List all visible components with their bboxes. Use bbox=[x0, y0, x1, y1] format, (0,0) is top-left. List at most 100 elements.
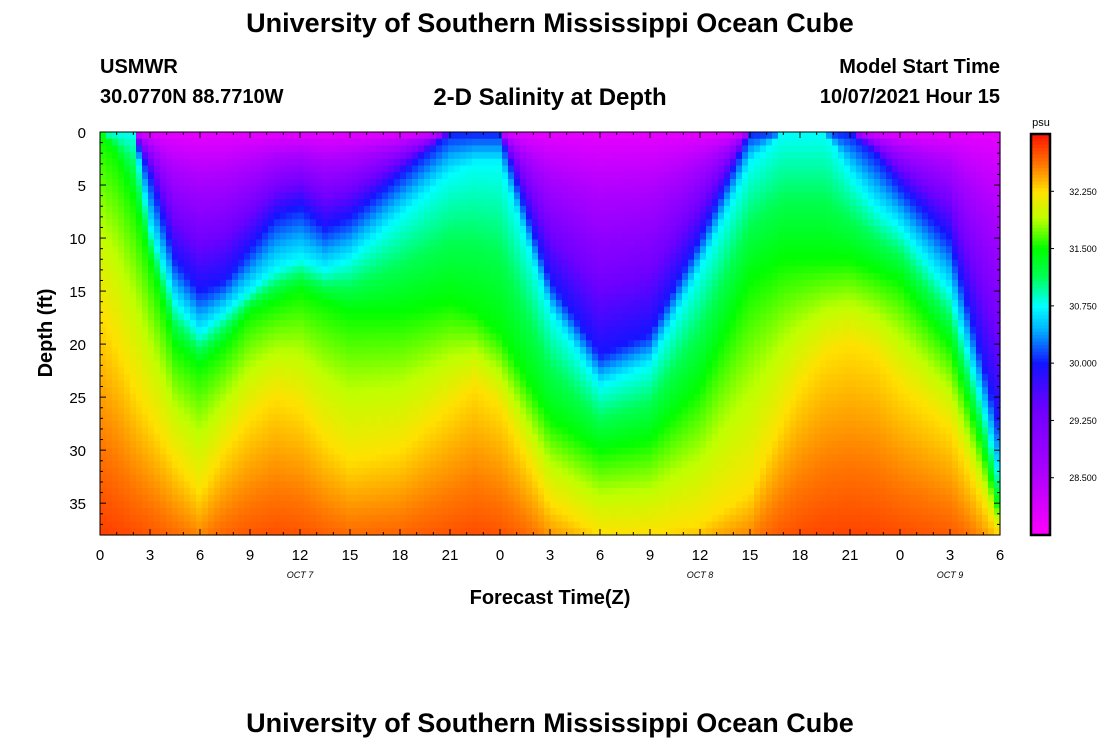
heatmap-cell bbox=[436, 434, 443, 442]
heatmap-cell bbox=[352, 205, 359, 214]
heatmap-cell bbox=[250, 226, 257, 234]
heatmap-cell bbox=[574, 185, 581, 194]
heatmap-cell bbox=[178, 333, 185, 341]
heatmap-cell bbox=[298, 232, 305, 241]
heatmap-cell bbox=[508, 420, 515, 429]
heatmap-cell bbox=[400, 132, 407, 140]
heatmap-cell bbox=[514, 299, 521, 308]
heatmap-cell bbox=[364, 340, 371, 348]
heatmap-cell bbox=[238, 346, 245, 355]
heatmap-cell bbox=[544, 528, 551, 536]
heatmap-cell bbox=[250, 205, 257, 214]
heatmap-cell bbox=[580, 179, 587, 187]
heatmap-cell bbox=[508, 454, 515, 462]
heatmap-cell bbox=[286, 138, 293, 147]
heatmap-cell bbox=[322, 367, 329, 375]
heatmap-cell bbox=[118, 420, 125, 429]
heatmap-cell bbox=[412, 199, 419, 207]
heatmap-cell bbox=[502, 293, 509, 301]
heatmap-cell bbox=[256, 521, 263, 529]
heatmap-cell bbox=[592, 226, 599, 234]
heatmap-cell bbox=[448, 212, 455, 220]
heatmap-cell bbox=[424, 414, 431, 422]
heatmap-cell bbox=[514, 407, 521, 415]
heatmap-cell bbox=[160, 360, 167, 368]
heatmap-cell bbox=[232, 360, 239, 368]
heatmap-cell bbox=[448, 266, 455, 274]
heatmap-cell bbox=[592, 400, 599, 408]
heatmap-cell bbox=[394, 279, 401, 288]
heatmap-cell bbox=[448, 205, 455, 214]
heatmap-cell bbox=[532, 179, 539, 187]
heatmap-cell bbox=[136, 266, 143, 274]
heatmap-cell bbox=[328, 508, 335, 516]
heatmap-cell bbox=[274, 400, 281, 408]
heatmap-cell bbox=[364, 252, 371, 261]
heatmap-cell bbox=[202, 252, 209, 261]
heatmap-cell bbox=[562, 286, 569, 294]
heatmap-cell bbox=[232, 299, 239, 308]
heatmap-cell bbox=[556, 259, 563, 267]
heatmap-cell bbox=[232, 145, 239, 153]
heatmap-cell bbox=[502, 487, 509, 496]
heatmap-cell bbox=[154, 226, 161, 234]
heatmap-cell bbox=[418, 320, 425, 328]
heatmap-cell bbox=[538, 152, 545, 160]
heatmap-cell bbox=[454, 346, 461, 355]
heatmap-cell bbox=[250, 239, 257, 247]
heatmap-cell bbox=[202, 246, 209, 254]
heatmap-cell bbox=[532, 279, 539, 288]
heatmap-cell bbox=[460, 279, 467, 288]
heatmap-cell bbox=[382, 454, 389, 462]
heatmap-cell bbox=[160, 461, 167, 469]
heatmap-cell bbox=[172, 299, 179, 308]
heatmap-cell bbox=[172, 212, 179, 220]
heatmap-cell bbox=[574, 192, 581, 200]
heatmap-cell bbox=[538, 259, 545, 267]
heatmap-cell bbox=[442, 393, 449, 402]
heatmap-cell bbox=[250, 313, 257, 321]
heatmap-cell bbox=[166, 434, 173, 442]
heatmap-cell bbox=[514, 219, 521, 227]
heatmap-cell bbox=[124, 467, 131, 476]
heatmap-cell bbox=[580, 299, 587, 308]
heatmap-cell bbox=[544, 467, 551, 476]
heatmap-cell bbox=[262, 400, 269, 408]
heatmap-cell bbox=[328, 212, 335, 220]
heatmap-cell bbox=[496, 387, 503, 395]
heatmap-cell bbox=[586, 353, 593, 361]
heatmap-cell bbox=[280, 467, 287, 476]
heatmap-cell bbox=[328, 232, 335, 241]
heatmap-cell bbox=[196, 367, 203, 375]
heatmap-cell bbox=[106, 501, 113, 509]
heatmap-cell bbox=[310, 434, 317, 442]
heatmap-cell bbox=[226, 420, 233, 429]
heatmap-cell bbox=[568, 434, 575, 442]
heatmap-cell bbox=[310, 414, 317, 422]
heatmap-cell bbox=[454, 226, 461, 234]
heatmap-cell bbox=[118, 145, 125, 153]
heatmap-cell bbox=[496, 165, 503, 173]
heatmap-cell bbox=[364, 360, 371, 368]
heatmap-cell bbox=[544, 427, 551, 435]
heatmap-cell bbox=[250, 393, 257, 402]
heatmap-cell bbox=[124, 219, 131, 227]
heatmap-cell bbox=[172, 494, 179, 503]
heatmap-cell bbox=[526, 474, 533, 482]
heatmap-cell bbox=[400, 306, 407, 314]
heatmap-cell bbox=[586, 172, 593, 180]
heatmap-cell bbox=[190, 145, 197, 153]
heatmap-cell bbox=[550, 367, 557, 375]
heatmap-cell bbox=[418, 487, 425, 496]
heatmap-cell bbox=[142, 481, 149, 489]
heatmap-cell bbox=[226, 205, 233, 214]
heatmap-cell bbox=[334, 313, 341, 321]
heatmap-cell bbox=[370, 508, 377, 516]
heatmap-cell bbox=[214, 407, 221, 415]
heatmap-cell bbox=[286, 360, 293, 368]
heatmap-cell bbox=[118, 199, 125, 207]
heatmap-cell bbox=[232, 373, 239, 382]
heatmap-cell bbox=[172, 306, 179, 314]
heatmap-cell bbox=[256, 306, 263, 314]
heatmap-cell bbox=[454, 138, 461, 147]
